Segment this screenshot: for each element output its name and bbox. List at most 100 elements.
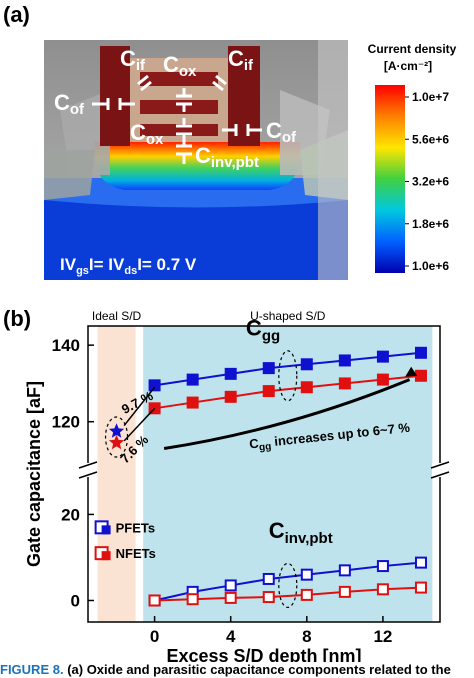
axis-break-mark [78,471,98,479]
ideal-point-pfets [108,423,125,438]
legend-label-nfet: NFETs [116,546,156,561]
ideal-sd-region [97,326,136,622]
cox-top-sub: ox [179,63,197,80]
cinv-pbt-label: Cinv,pbt [269,518,333,547]
data-point-pfets [148,379,161,392]
x-tick-label: 0 [150,627,159,646]
data-point-nfets [338,377,351,390]
data-point-nfets [224,591,237,604]
cif-left-label: C [120,46,136,71]
cif-left-sub: if [136,57,146,74]
data-point-pfets [376,350,389,363]
y-tick-label: 120 [52,413,80,432]
svg-text:Cox: Cox [163,52,197,80]
legend-marker-nfet-filled [101,551,111,561]
increase-arrow [163,378,411,450]
data-point-nfets [224,390,237,403]
data-point-nfets [376,583,389,596]
axis-break-mark [78,461,98,469]
cinv-ellipse [278,562,298,609]
series-line-pfets-cgg [154,351,422,387]
legend-label-pfet: PFETs [116,520,156,535]
svg-text:Cif: Cif [120,46,146,74]
percent-nfet-pointer [123,407,156,442]
cof-right-label: C [266,118,282,143]
colorbar-tick-label: 1.0e+7 [412,90,449,104]
data-point-pfets [186,373,199,386]
data-point-nfets [262,591,275,604]
data-point-nfets [186,396,199,409]
data-point-nfets [186,593,199,606]
series-line-nfets-cinv [154,586,422,602]
x-tick-label: 4 [226,627,236,646]
data-point-nfets [376,373,389,386]
x-tick-label: 8 [302,627,311,646]
panel-a-label: (a) [3,2,30,27]
y-tick-label: 20 [61,505,80,524]
cof-left-label: C [54,90,70,115]
bias-condition: IVgsI= IVdsI= 0.7 V [60,255,197,277]
colorbar-title: Current density [368,42,457,56]
cinv-label: C [195,143,211,168]
data-point-nfets [300,588,313,601]
ushaped-sd-label: U-shaped S/D [250,309,326,323]
colorbar-tick-label: 1.0e+6 [412,259,449,273]
data-point-nfets [148,402,161,415]
caption-lead: FIGURE 8. [0,662,64,677]
y-axis-label: Gate capacitance [aF] [24,381,44,567]
colorbar-tick-label: 1.8e+6 [412,217,449,231]
x-axis-label: Excess S/D depth [nm] [166,646,361,662]
data-point-pfets [300,358,313,371]
capacitor-labels: Cif Cox Cif Cof Cox Cof Cinv,pbt [54,46,297,171]
y-tick-label: 140 [52,336,80,355]
colorbar: Current density [A·cm⁻²] 1.0e+7 5.6e+6 3.2… [368,42,457,273]
series-line-pfets-cinv [154,561,422,602]
data-point-nfets [262,385,275,398]
cinv-sub: inv,pbt [211,154,259,171]
caption-text: (a) Oxide and parasitic capacitance comp… [63,662,451,677]
device-simulation-figure: Cif Cox Cif Cof Cox Cof Cinv,pbt IVgsI= … [44,40,457,280]
legend-marker-pfet-filled [101,525,111,535]
data-point-nfets [338,585,351,598]
x-tick-label: 12 [373,627,392,646]
colorbar-gradient [375,85,405,273]
cif-right-label: C [228,46,244,71]
data-point-nfets [148,594,161,607]
ideal-point-nfets [108,434,125,450]
cox-mid-label: C [130,120,146,145]
svg-text:Cinv,pbt: Cinv,pbt [195,143,259,171]
data-point-pfets [414,346,427,359]
percent-pfet-pointer [123,386,156,427]
axis-break-mark [430,461,450,469]
cgg-label: Cgg [246,316,280,345]
cif-right-sub: if [244,57,254,74]
cof-right-sub: of [282,129,297,146]
y-tick-label: 0 [71,591,80,610]
data-point-pfets [224,579,237,592]
gate-capacitance-chart: Ideal S/D U-shaped S/D 120 140 0 20 0 4 8 12 Exces… [24,309,450,662]
colorbar-tick-label: 3.2e+6 [412,175,449,189]
axis-break-mark [430,471,450,479]
svg-text:Cof: Cof [266,118,297,146]
svg-text:Cif: Cif [228,46,254,74]
data-point-nfets [414,581,427,594]
data-point-pfets [338,564,351,577]
colorbar-unit: [A·cm⁻²] [384,59,432,73]
data-point-pfets [414,556,427,569]
panel-b-label: (b) [3,306,32,331]
data-point-nfets [414,369,427,382]
data-point-pfets [338,354,351,367]
svg-text:Cof: Cof [54,90,85,118]
figure-caption: FIGURE 8. (a) Oxide and parasitic capaci… [0,662,474,678]
svg-text:Cox: Cox [130,120,164,148]
colorbar-tick-label: 5.6e+6 [412,132,449,146]
series-line-nfets-cgg [154,374,422,410]
increase-arrowhead [405,366,418,377]
capacitor-symbols [92,74,262,164]
cox-top-label: C [163,52,179,77]
cof-left-sub: of [70,101,85,118]
data-point-pfets [224,367,237,380]
data-point-pfets [262,362,275,375]
data-point-pfets [376,560,389,573]
data-point-pfets [300,568,313,581]
